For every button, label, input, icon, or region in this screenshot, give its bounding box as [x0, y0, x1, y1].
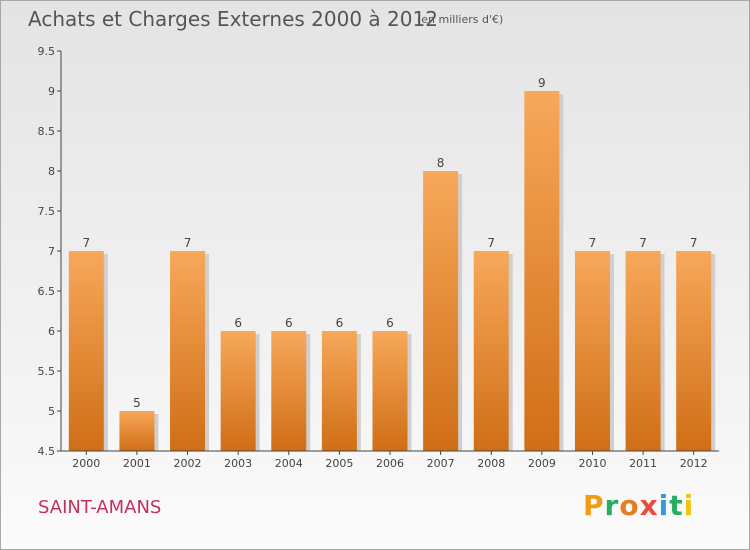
- bar-2009: [524, 91, 560, 451]
- bar-2002: [170, 251, 206, 451]
- data-label: 8: [437, 156, 445, 170]
- x-tick-label: 2005: [325, 457, 353, 470]
- bar-2008: [473, 251, 509, 451]
- bar-2011: [625, 251, 661, 451]
- data-label: 6: [234, 316, 242, 330]
- data-label: 9: [538, 76, 546, 90]
- y-tick-label: 8.5: [38, 125, 56, 138]
- chart-title: Achats et Charges Externes 2000 à 2012: [28, 7, 438, 31]
- x-tick-label: 2008: [477, 457, 505, 470]
- x-tick-label: 2009: [528, 457, 556, 470]
- y-tick-label: 5: [48, 405, 55, 418]
- x-tick-label: 2007: [427, 457, 455, 470]
- logo-letter: i: [683, 489, 695, 522]
- y-tick-label: 7.5: [38, 205, 56, 218]
- x-tick-label: 2011: [629, 457, 657, 470]
- data-label: 7: [690, 236, 698, 250]
- bar-2001: [119, 411, 155, 451]
- logo-letter: o: [619, 489, 640, 522]
- x-tick-label: 2003: [224, 457, 252, 470]
- y-tick-label: 5.5: [38, 365, 56, 378]
- x-tick-label: 2004: [275, 457, 303, 470]
- y-tick-label: 6: [48, 325, 55, 338]
- y-tick-label: 4.5: [38, 445, 56, 458]
- data-label: 5: [133, 396, 141, 410]
- data-label: 6: [336, 316, 344, 330]
- y-tick-label: 9: [48, 85, 55, 98]
- bar-2003: [220, 331, 256, 451]
- x-tick-label: 2001: [123, 457, 151, 470]
- x-tick-label: 2006: [376, 457, 404, 470]
- y-tick-label: 8: [48, 165, 55, 178]
- x-tick-label: 2000: [72, 457, 100, 470]
- y-tick-label: 6.5: [38, 285, 56, 298]
- data-label: 6: [285, 316, 293, 330]
- y-tick-label: 7: [48, 245, 55, 258]
- x-tick-label: 2012: [680, 457, 708, 470]
- bar-2007: [423, 171, 459, 451]
- commune-name: SAINT-AMANS: [38, 497, 162, 518]
- bar-2000: [68, 251, 104, 451]
- bar-2006: [372, 331, 408, 451]
- bar-2004: [271, 331, 307, 451]
- x-tick-label: 2010: [578, 457, 606, 470]
- data-label: 7: [639, 236, 647, 250]
- logo-letter: P: [583, 489, 605, 522]
- data-label: 7: [82, 236, 90, 250]
- logo-letter: r: [604, 489, 620, 522]
- data-label: 7: [184, 236, 192, 250]
- data-label: 6: [386, 316, 394, 330]
- data-label: 7: [487, 236, 495, 250]
- data-label: 7: [589, 236, 597, 250]
- logo-letter: i: [658, 489, 670, 522]
- logo-letter: x: [639, 489, 659, 522]
- proxiti-logo: Proxiti: [583, 489, 694, 522]
- y-tick-label: 9.5: [38, 45, 56, 58]
- x-tick-label: 2002: [174, 457, 202, 470]
- bar-2010: [574, 251, 610, 451]
- chart-unit: (en milliers d'€): [417, 13, 504, 26]
- bar-2005: [321, 331, 357, 451]
- logo-letter: t: [669, 489, 684, 522]
- bar-2012: [676, 251, 712, 451]
